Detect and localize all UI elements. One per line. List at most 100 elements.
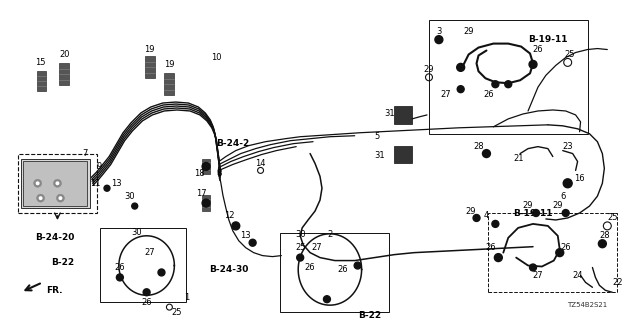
Circle shape — [494, 254, 502, 261]
Bar — [145, 56, 154, 78]
Text: 22: 22 — [612, 278, 623, 287]
Text: 20: 20 — [59, 50, 70, 59]
Bar — [394, 106, 412, 124]
Text: 25: 25 — [564, 50, 575, 59]
Text: 26: 26 — [561, 243, 571, 252]
Text: 26: 26 — [337, 265, 348, 274]
Circle shape — [323, 296, 330, 303]
Circle shape — [202, 163, 210, 171]
Text: 27: 27 — [144, 248, 155, 257]
Circle shape — [116, 274, 124, 281]
Text: 17: 17 — [196, 189, 207, 198]
Text: 29: 29 — [463, 27, 474, 36]
Text: FR.: FR. — [46, 286, 63, 295]
Text: 26: 26 — [483, 90, 493, 99]
Bar — [20, 158, 90, 208]
Text: 7: 7 — [83, 149, 88, 158]
Text: 30: 30 — [295, 230, 305, 239]
Circle shape — [457, 86, 464, 92]
Text: 26: 26 — [115, 263, 125, 272]
Text: 11: 11 — [90, 179, 100, 188]
Text: B-19-11: B-19-11 — [513, 209, 553, 218]
Text: B-19-11: B-19-11 — [528, 35, 568, 44]
Text: 26: 26 — [485, 243, 496, 252]
Text: B-22: B-22 — [358, 310, 381, 320]
Circle shape — [54, 179, 61, 187]
Circle shape — [297, 254, 303, 261]
Circle shape — [38, 196, 43, 200]
Circle shape — [56, 194, 65, 202]
Circle shape — [529, 60, 537, 68]
Circle shape — [457, 63, 465, 71]
Circle shape — [249, 239, 256, 246]
Circle shape — [56, 181, 60, 185]
Text: 1: 1 — [184, 293, 189, 302]
Text: 31: 31 — [374, 151, 385, 160]
Text: 28: 28 — [599, 231, 610, 240]
Text: 28: 28 — [473, 142, 484, 151]
Text: 24: 24 — [572, 271, 583, 280]
Text: B-22: B-22 — [51, 258, 74, 267]
Text: 25: 25 — [171, 308, 182, 316]
Text: 23: 23 — [563, 142, 573, 151]
Text: 30: 30 — [124, 192, 135, 201]
Circle shape — [562, 210, 569, 216]
Text: 12: 12 — [223, 212, 234, 220]
Text: 10: 10 — [211, 53, 221, 62]
Bar — [60, 63, 69, 85]
Text: 26: 26 — [141, 298, 152, 307]
Circle shape — [435, 36, 443, 44]
Text: 4: 4 — [484, 212, 489, 220]
Circle shape — [598, 240, 606, 248]
Text: 26: 26 — [305, 263, 316, 272]
Text: 29: 29 — [465, 206, 476, 216]
Bar — [100, 228, 186, 302]
Bar — [36, 71, 45, 91]
Text: 18: 18 — [194, 169, 204, 178]
Circle shape — [104, 185, 110, 191]
Bar — [202, 195, 210, 211]
Text: 30: 30 — [131, 228, 142, 237]
Bar — [202, 158, 210, 174]
Circle shape — [483, 150, 490, 157]
Circle shape — [532, 210, 540, 216]
Text: 13: 13 — [241, 231, 251, 240]
Text: 25: 25 — [295, 243, 305, 252]
Circle shape — [36, 181, 40, 185]
Circle shape — [58, 196, 63, 200]
Circle shape — [505, 81, 512, 88]
Circle shape — [492, 220, 499, 228]
Circle shape — [492, 81, 499, 88]
Text: 29: 29 — [552, 201, 563, 210]
Text: 25: 25 — [607, 213, 618, 222]
Text: 27: 27 — [532, 271, 543, 280]
Bar — [18, 154, 97, 213]
Text: 31: 31 — [384, 109, 395, 118]
Circle shape — [36, 194, 45, 202]
Bar — [394, 146, 412, 164]
Text: 26: 26 — [532, 45, 543, 54]
Circle shape — [563, 179, 572, 188]
Text: 16: 16 — [574, 174, 585, 183]
Bar — [488, 213, 617, 292]
Text: TZ54B2S21: TZ54B2S21 — [568, 302, 607, 308]
Text: 27: 27 — [440, 90, 451, 99]
Circle shape — [158, 269, 165, 276]
Bar — [23, 161, 87, 206]
Circle shape — [202, 199, 210, 207]
Text: 14: 14 — [255, 159, 266, 168]
Text: 8: 8 — [216, 169, 221, 178]
Text: 29: 29 — [523, 201, 533, 210]
Text: 2: 2 — [327, 230, 333, 239]
Circle shape — [143, 289, 150, 296]
Text: B-24-20: B-24-20 — [35, 233, 74, 242]
Text: B-24-30: B-24-30 — [209, 265, 248, 274]
Circle shape — [473, 214, 480, 221]
Circle shape — [354, 262, 361, 269]
Text: 6: 6 — [560, 192, 565, 201]
Text: 3: 3 — [436, 27, 442, 36]
Text: 27: 27 — [312, 243, 323, 252]
Text: 19: 19 — [164, 60, 175, 69]
Bar — [429, 20, 588, 134]
Circle shape — [232, 222, 240, 230]
